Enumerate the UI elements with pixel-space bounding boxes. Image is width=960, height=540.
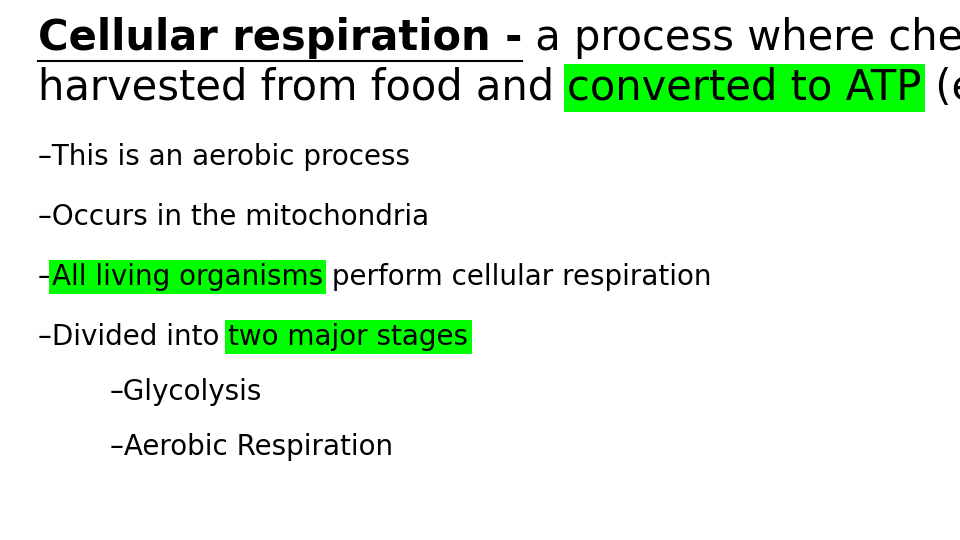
Text: Cellular respiration -: Cellular respiration - [38, 17, 522, 59]
Text: two major stages: two major stages [228, 323, 468, 351]
Text: a process where chemical energy is: a process where chemical energy is [522, 17, 960, 59]
Text: (energy): (energy) [922, 67, 960, 109]
Text: –Divided into: –Divided into [38, 323, 228, 351]
Text: perform cellular respiration: perform cellular respiration [323, 263, 711, 291]
Text: –Occurs in the mitochondria: –Occurs in the mitochondria [38, 203, 429, 231]
Text: –: – [38, 263, 52, 291]
Text: –Glycolysis: –Glycolysis [110, 378, 262, 406]
Text: –This is an aerobic process: –This is an aerobic process [38, 143, 410, 171]
Text: All living organisms: All living organisms [52, 263, 323, 291]
Text: –Aerobic Respiration: –Aerobic Respiration [110, 433, 394, 461]
Text: converted to ATP: converted to ATP [567, 67, 922, 109]
Text: harvested from food and: harvested from food and [38, 67, 567, 109]
